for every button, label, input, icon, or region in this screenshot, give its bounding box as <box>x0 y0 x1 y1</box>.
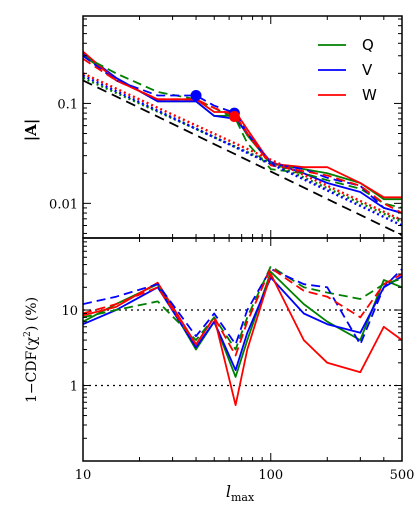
v-marker-0 <box>190 90 202 102</box>
y-tick-label-bottom-1: 10 <box>61 304 78 319</box>
w-dashed-line-top <box>82 58 403 214</box>
bottom-y-axis-label-superscript: 2 <box>23 331 33 337</box>
x-axis-label: lmax <box>226 482 255 504</box>
legend-label-v: V <box>362 61 373 79</box>
top-y-axis-label: |A| <box>22 119 40 142</box>
y-tick-label-top-1: 0.1 <box>57 97 78 112</box>
bottom-panel: 1 10 10 100 500 <box>61 237 415 483</box>
x-axis-label-main: l <box>226 482 231 501</box>
y-tick-label-bottom-0: 1 <box>70 380 78 395</box>
reference-reference-dashed-line-top <box>82 79 403 237</box>
x-tick-label-1: 100 <box>258 468 283 483</box>
w-solid-line-bottom <box>82 273 403 407</box>
top-panel: 0.01 0.1 <box>49 15 403 239</box>
legend: QVW <box>318 36 377 104</box>
x-axis-label-subscript: max <box>231 491 255 504</box>
x-tick-label-2: 500 <box>390 468 415 483</box>
top-series-layer <box>82 50 403 237</box>
bottom-series-layer <box>82 265 403 407</box>
v-dotted-line-top <box>82 74 403 227</box>
w-dashed-line-bottom <box>82 267 403 357</box>
v-solid-line-bottom <box>82 275 403 372</box>
y-tick-label-top-0: 0.01 <box>49 197 78 212</box>
bottom-y-axis-label: 1−CDF(χ2) (%) <box>23 297 40 403</box>
legend-label-w: W <box>362 86 377 104</box>
v-dashed-line-bottom <box>82 268 403 346</box>
bottom-panel-frame <box>82 237 403 462</box>
bottom-y-axis-label-part1: 1−CDF(χ <box>24 336 40 403</box>
x-tick-label-0: 10 <box>75 468 92 483</box>
bottom-y-axis-label-part2: ) (%) <box>24 297 40 331</box>
q-dashed-line-bottom <box>82 265 403 351</box>
w-marker-2 <box>228 110 240 122</box>
w-dotted-line-top <box>82 72 403 222</box>
top-markers-layer <box>190 90 240 122</box>
legend-label-q: Q <box>362 36 374 54</box>
